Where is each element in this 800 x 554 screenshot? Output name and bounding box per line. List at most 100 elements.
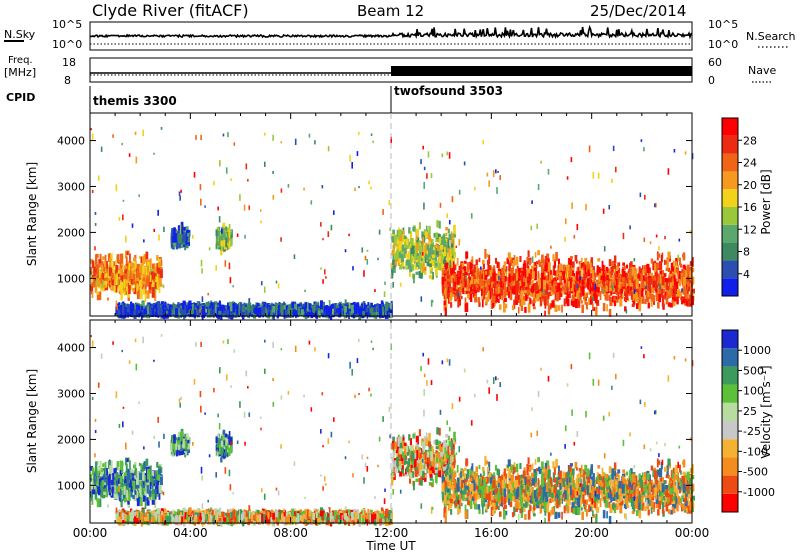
power-cell (477, 297, 481, 303)
power-cell (497, 271, 501, 281)
power-cell (448, 292, 452, 302)
power-cell (450, 275, 452, 282)
power-cell (434, 268, 438, 276)
power-cell (508, 286, 512, 295)
power-cell (129, 266, 132, 275)
power-cell (327, 231, 330, 238)
power-cell (217, 244, 219, 249)
power-cell (494, 280, 497, 287)
power-cell (510, 277, 513, 287)
power-cell (557, 305, 561, 311)
power-cell (449, 259, 452, 268)
power-cell (596, 265, 599, 270)
power-cell (566, 271, 569, 279)
power-cell (521, 276, 525, 282)
power-cell (277, 283, 280, 289)
power-cell (187, 232, 190, 237)
power-cell (408, 262, 411, 268)
power-cell (302, 306, 306, 312)
power-cell (529, 291, 532, 297)
power-cell (447, 274, 450, 279)
power-cell (223, 310, 227, 315)
power-cell (520, 267, 524, 272)
power-cell (481, 269, 485, 274)
power-cell (427, 234, 431, 240)
power-cell (596, 268, 599, 276)
power-cell (405, 259, 409, 266)
power-cell (154, 311, 158, 318)
power-cell (630, 291, 633, 300)
freq-label: Freq. (8, 55, 33, 66)
power-cell (118, 302, 121, 306)
power-cell (608, 204, 611, 210)
power-cell (428, 255, 432, 265)
power-cell (294, 138, 297, 146)
power-cell (115, 284, 118, 293)
power-cell (473, 279, 477, 285)
power-cell (416, 253, 420, 258)
power-cell (551, 300, 555, 308)
power-cell (93, 266, 96, 277)
power-cell (661, 270, 663, 280)
power-cell (663, 259, 666, 265)
power-cell (594, 283, 597, 290)
power-cell (691, 288, 695, 294)
power-cell (585, 292, 589, 298)
power-cell (218, 310, 222, 315)
power-cell (554, 281, 557, 290)
power-cell (608, 308, 612, 317)
power-cell (420, 269, 424, 273)
power-cell (530, 225, 533, 231)
power-cell (624, 306, 627, 312)
power-cell (602, 208, 605, 214)
power-cell (230, 304, 233, 312)
power-cell (644, 269, 647, 279)
power-cell (482, 270, 484, 277)
power-cell (412, 226, 416, 232)
power-cell (615, 265, 619, 271)
power-cell (225, 238, 228, 248)
power-cell (504, 267, 507, 272)
power-cell (287, 307, 291, 314)
power-cell (670, 270, 672, 274)
power-cell (352, 301, 356, 307)
power-cell (113, 261, 117, 267)
power-cell (142, 277, 145, 281)
power-cell (319, 300, 323, 307)
power-cell (577, 291, 581, 301)
power-cell (497, 286, 500, 294)
power-cell (491, 295, 496, 304)
power-cell (123, 265, 127, 270)
power-cell (582, 287, 585, 296)
power-cell (104, 280, 108, 288)
power-cell (598, 266, 601, 274)
power-cell (353, 310, 355, 319)
power-cell (265, 308, 269, 316)
power-cell (144, 280, 147, 289)
power-cell (94, 246, 96, 251)
power-cell (443, 300, 446, 306)
power-cell (116, 305, 119, 311)
power-cell (560, 270, 564, 276)
power-cell (678, 238, 681, 242)
power-cell (603, 246, 606, 252)
power-cell (658, 293, 661, 303)
power-cell (201, 268, 203, 274)
power-cell (654, 263, 658, 273)
power-cell (522, 296, 526, 301)
power-cell (554, 304, 558, 312)
power-cell (567, 293, 570, 299)
power-cell (469, 293, 473, 302)
power-cell (503, 297, 507, 302)
power-cell (402, 244, 405, 252)
power-cell (417, 255, 420, 263)
power-cell (516, 265, 519, 269)
power-cell (617, 267, 621, 278)
power-cell (160, 126, 163, 130)
power-cell (415, 235, 418, 240)
power-cell (659, 261, 663, 271)
power-cell (550, 291, 554, 296)
power-cell (617, 262, 621, 267)
power-cell (235, 303, 237, 308)
power-cell (621, 266, 626, 271)
